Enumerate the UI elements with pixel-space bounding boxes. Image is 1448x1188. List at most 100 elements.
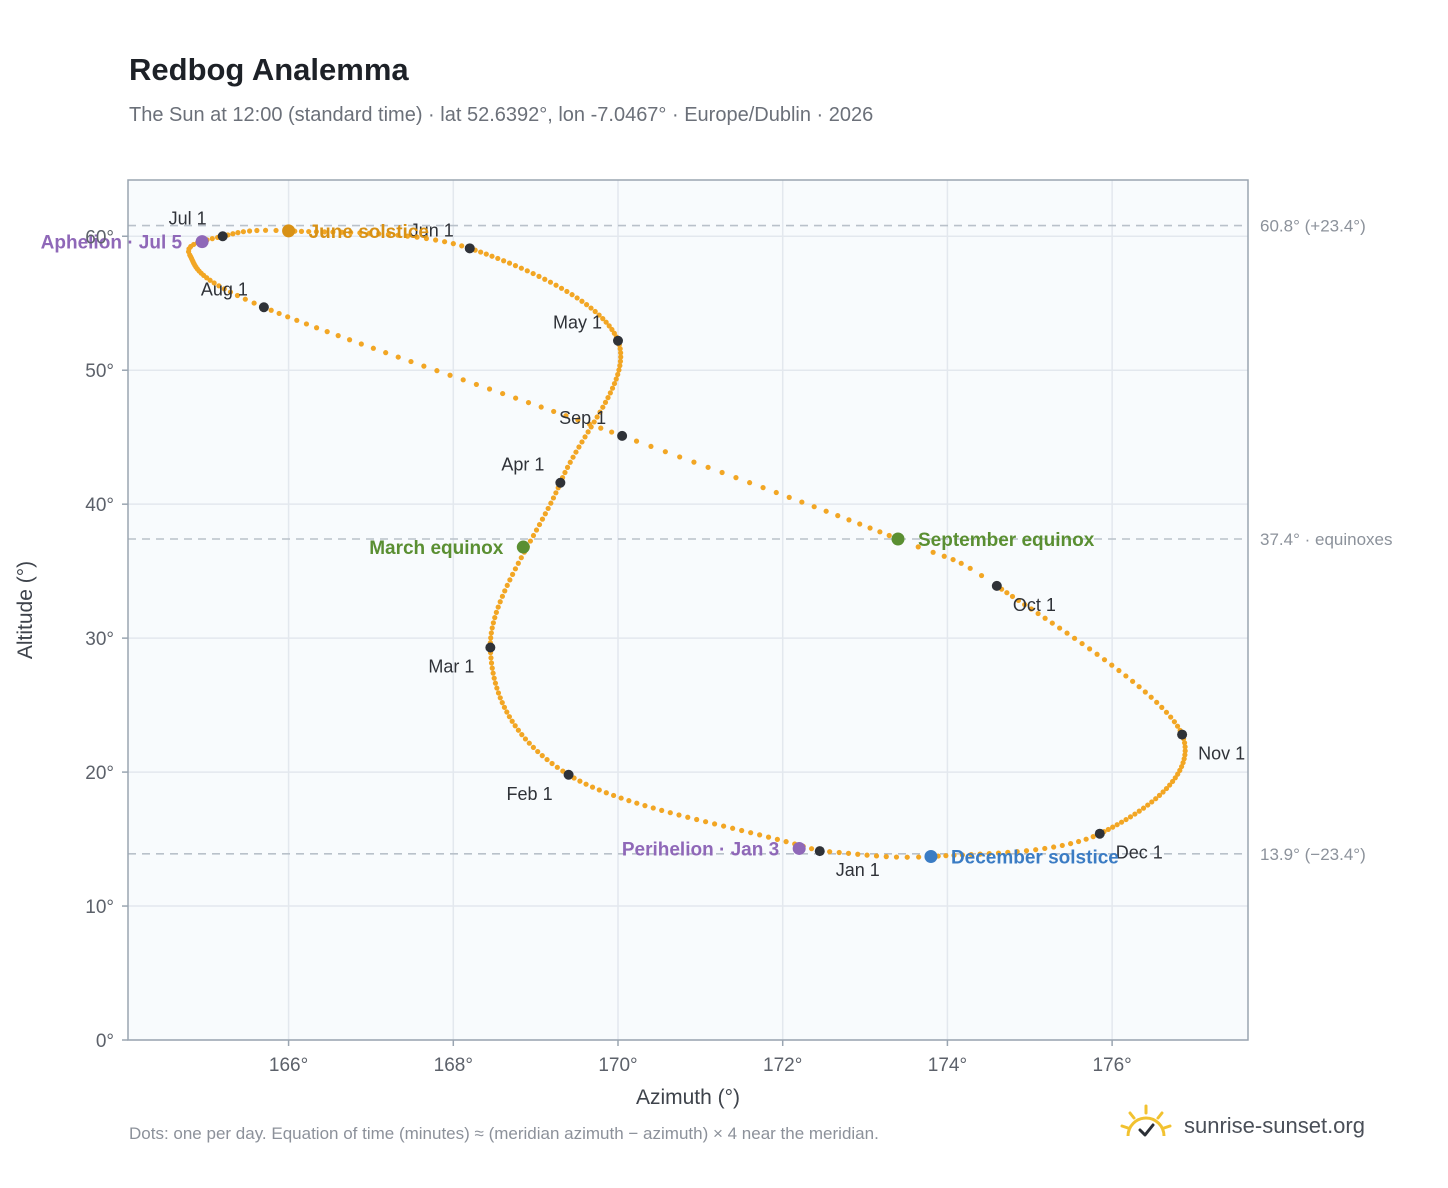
daily-sun-dot [1159,704,1165,710]
daily-sun-dot [995,850,1002,856]
event-label: March equinox [369,538,504,559]
daily-sun-dot [483,251,489,257]
daily-sun-dot [1094,651,1100,657]
daily-sun-dot [515,560,521,566]
daily-sun-dot [211,280,217,286]
daily-sun-dot [509,718,515,724]
daily-sun-dot [549,760,555,767]
x-tick-label: 168° [434,1055,473,1076]
daily-sun-dot [846,517,852,523]
daily-sun-dot [603,319,609,325]
daily-sun-dot [493,609,499,615]
daily-sun-dot [447,372,453,378]
month-marker [258,302,269,313]
daily-sun-dot [306,228,312,235]
daily-sun-dot [677,454,683,460]
daily-sun-dot [459,243,465,249]
daily-sun-dot [575,417,581,423]
daily-sun-dot [507,577,513,583]
daily-sun-dot [958,560,964,566]
daily-sun-dot [585,429,591,435]
daily-sun-dot [757,832,763,838]
reference-lines: 60.8° (+23.4°) 37.4° · equinoxes 13.9° (−2… [128,217,1393,864]
daily-sun-dot [1171,719,1177,725]
daily-sun-dot [765,834,772,840]
daily-sun-dot [845,850,852,856]
daily-sun-dot [941,553,947,559]
daily-sun-dot [490,670,496,676]
daily-sun-dot [235,230,241,236]
daily-sun-dot [240,229,247,235]
month-marker [1177,729,1188,740]
daily-sun-dot [414,234,420,240]
daily-sun-dot [569,292,575,298]
daily-sun-dot [423,235,430,242]
daily-sun-dot [276,310,282,317]
y-tick-label: 10° [85,897,114,918]
daily-sun-dot [519,732,525,738]
daily-sun-dot [539,752,545,759]
daily-sun-dot [1182,748,1188,754]
daily-sun-dot [560,768,566,774]
daily-sun-dot [1163,709,1170,715]
footnote: Dots: one per day. Equation of time (min… [129,1124,879,1143]
daily-sun-dot [230,231,236,237]
daily-sun-dot [783,839,789,845]
daily-sun-dot [553,490,559,496]
month-marker [613,335,623,346]
daily-sun-dot [705,464,711,470]
daily-sun-dot [545,505,551,512]
daily-sun-dot [509,571,516,577]
daily-sun-dot [501,704,508,710]
daily-sun-dot [554,764,560,770]
daily-sun-dot [536,521,543,528]
daily-sun-dot [1182,752,1188,758]
daily-sun-dot [823,508,829,514]
month-label: Feb 1 [507,784,553,804]
daily-sun-dot [527,538,534,544]
daily-sun-dot [553,282,559,288]
daily-sun-dot [1022,602,1028,608]
daily-sun-dot [242,296,248,302]
daily-sun-dot [586,421,593,427]
daily-sun-dot [330,229,336,235]
daily-sun-dot [617,363,623,369]
reference-line-label: 37.4° · equinoxes [1260,530,1393,549]
daily-sun-dot [1064,630,1070,636]
daily-sun-dot [547,279,554,285]
daily-sun-dot [613,376,619,382]
daily-sun-dot [227,289,234,295]
month-marker [617,430,628,441]
daily-sun-dot [1049,620,1055,626]
brand-link[interactable]: sunrise-sunset.org [1120,1104,1365,1148]
daily-sun-dot [609,429,615,435]
daily-sun-dot [1015,597,1022,604]
daily-sun-dot [719,469,725,476]
daily-sun-dot [576,444,582,450]
daily-sun-dot [877,529,883,535]
daily-sun-dot [494,685,500,691]
x-tick-label: 170° [598,1055,637,1076]
month-label: Sep 1 [559,408,606,428]
daily-sun-dot [597,409,603,415]
daily-sun-dot [748,830,754,836]
daily-sun-dot [774,836,780,842]
y-tick-label: 50° [85,361,114,382]
month-label: Nov 1 [1198,744,1245,764]
daily-sun-dot [773,489,779,496]
month-label: Aug 1 [201,279,248,299]
daily-sun-dot [501,258,507,264]
month-label: Dec 1 [1116,843,1163,863]
daily-sun-dot [207,277,213,283]
daily-sun-dot [733,475,739,481]
daily-sun-dot [533,527,540,533]
daily-sun-dot [867,525,873,531]
event-markers: June solstice December solstice March equi… [41,222,1119,869]
daily-sun-dot [582,434,588,440]
daily-sun-dot [518,555,524,561]
daily-sun-dot [495,604,501,610]
plot-area [128,180,1248,1040]
daily-sun-dot [1181,740,1188,746]
daily-sun-dot [1035,610,1041,617]
